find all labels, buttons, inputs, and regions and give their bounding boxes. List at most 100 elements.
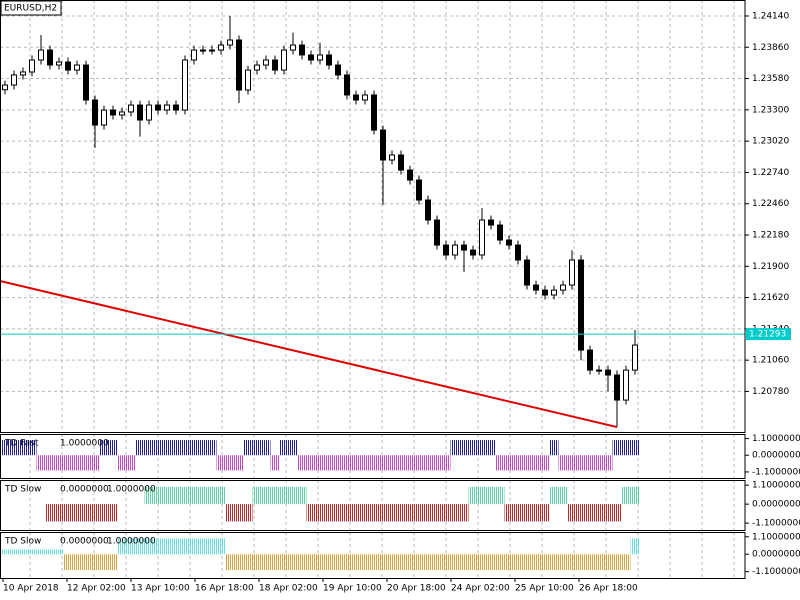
x-tick-label: 10 Apr 2018 — [3, 584, 59, 594]
indicator-bar — [90, 554, 100, 571]
indicator-bar — [576, 504, 586, 522]
y-tick-label: 1.23300 — [752, 105, 789, 115]
indicator-bar — [171, 486, 181, 505]
candle-body — [155, 104, 161, 111]
indicator-bar — [72, 504, 82, 522]
indicator-bar — [225, 554, 235, 571]
candle-body — [353, 94, 359, 101]
indicator-bar — [306, 455, 316, 471]
chart-title: EURUSD,H2 — [4, 4, 57, 14]
indicator-bar — [621, 554, 631, 571]
candle-body — [56, 61, 62, 66]
indicator-bar — [108, 504, 118, 522]
indicator-bar — [117, 538, 127, 555]
indicator-bar — [9, 440, 19, 456]
indicator-bar — [369, 554, 379, 571]
candle-body — [299, 44, 305, 56]
indicator-bar — [0, 440, 10, 456]
indicator-bar — [612, 504, 622, 522]
indicator-bar — [99, 440, 109, 456]
candle-body — [164, 104, 170, 111]
indicator-value: 0.0000000 — [60, 537, 109, 547]
candle-body — [110, 109, 116, 116]
indicator-bar — [630, 486, 640, 505]
trendline — [0, 280, 618, 429]
indicator-bar — [477, 440, 487, 456]
indicator-bar — [72, 455, 82, 471]
y-tick-label: 1.20780 — [752, 387, 789, 397]
indicator-bar — [486, 486, 496, 505]
candle-body — [29, 59, 35, 73]
x-tick-label: 25 Apr 10:00 — [515, 584, 574, 594]
indicator-bar — [108, 554, 118, 571]
candle-body — [398, 154, 404, 171]
indicator-bar — [81, 455, 91, 471]
y-tick-label: 1.23020 — [752, 137, 789, 147]
indicator-bar — [558, 554, 568, 571]
indicator-value: 1.0000000 — [107, 537, 156, 547]
x-tick-label: 16 Apr 18:00 — [195, 584, 254, 594]
x-tick-label: 20 Apr 18:00 — [387, 584, 446, 594]
indicator-bar — [261, 486, 271, 505]
indicator-bar — [540, 455, 550, 471]
indicator-bar — [468, 554, 478, 571]
indicator-bar — [315, 504, 325, 522]
y-tick-label: 1.1000000 — [752, 434, 800, 444]
candle-body — [11, 74, 17, 86]
indicator-bar — [333, 455, 343, 471]
indicator-bar — [162, 440, 172, 456]
candle-body — [551, 289, 557, 296]
indicator-bar — [459, 504, 469, 522]
x-tick-label: 18 Apr 02:00 — [259, 584, 318, 594]
indicator-bar — [414, 455, 424, 471]
indicator-bar — [189, 440, 199, 456]
candle-body — [272, 59, 278, 71]
candle-body — [560, 284, 566, 291]
indicator-bar — [63, 554, 73, 571]
indicator-bar — [522, 455, 532, 471]
indicator-bar — [18, 549, 28, 555]
candle-body — [245, 69, 251, 91]
candle-body — [425, 199, 431, 221]
indicator-bar — [243, 504, 253, 522]
candle-body — [380, 129, 386, 161]
indicator-bar — [594, 504, 604, 522]
indicator-bar — [459, 440, 469, 456]
candle-body — [47, 49, 53, 66]
indicator-bar — [378, 554, 388, 571]
candle-body — [146, 104, 152, 121]
indicator-bar — [252, 440, 262, 456]
indicator-bar — [504, 554, 514, 571]
indicator-bar — [504, 455, 514, 471]
indicator-bar — [135, 440, 145, 456]
candle-body — [371, 94, 377, 131]
indicator-bar — [297, 486, 307, 505]
indicator-bar — [243, 554, 253, 571]
indicator-bar — [504, 504, 514, 522]
indicator-bar — [432, 554, 442, 571]
indicator-bar — [342, 455, 352, 471]
candle-body — [542, 289, 548, 296]
indicator-bar — [567, 554, 577, 571]
indicator-bar — [423, 554, 433, 571]
indicator-bar — [171, 538, 181, 555]
indicator-bar — [576, 554, 586, 571]
x-tick-label: 24 Apr 02:00 — [451, 584, 510, 594]
candle-body — [254, 64, 260, 71]
indicator-bar — [207, 538, 217, 555]
indicator-bar — [432, 504, 442, 522]
indicator-bar — [450, 440, 460, 456]
indicator-bar — [252, 554, 262, 571]
indicator-bar — [63, 504, 73, 522]
indicator-bar — [288, 440, 298, 456]
y-tick-label: 1.22740 — [752, 168, 789, 178]
indicator-bar — [441, 554, 451, 571]
panel-frame — [0, 434, 746, 479]
indicator-bar — [396, 455, 406, 471]
indicator-bar — [522, 504, 532, 522]
indicator-bar — [144, 440, 154, 456]
y-tick-label: -1.1000000 — [752, 519, 800, 529]
candle-body — [596, 369, 602, 372]
indicator-bar — [603, 455, 613, 471]
